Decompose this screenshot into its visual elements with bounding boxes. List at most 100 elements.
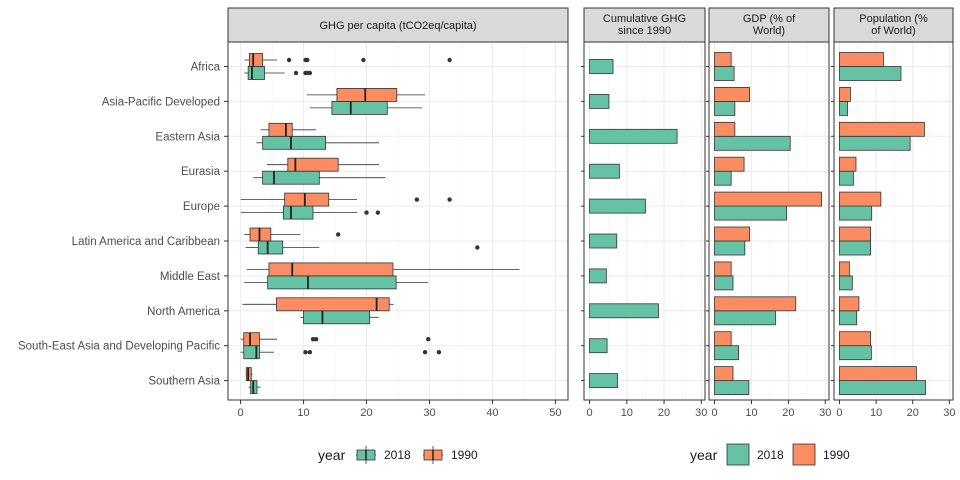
bar-2018 bbox=[589, 338, 608, 354]
bar-1990 bbox=[714, 296, 797, 312]
x-tick-label: 0 bbox=[238, 407, 244, 419]
bar-2018 bbox=[839, 275, 853, 291]
bar-1990 bbox=[839, 296, 860, 312]
box-body bbox=[243, 332, 260, 347]
legend-key bbox=[726, 443, 750, 466]
box-outlier bbox=[361, 57, 366, 63]
panel-border bbox=[833, 41, 954, 401]
x-tick-label: 0 bbox=[587, 407, 593, 419]
box-outlier bbox=[286, 57, 292, 63]
box-1990 bbox=[246, 262, 520, 277]
box-body bbox=[331, 101, 388, 115]
x-tick-label: 40 bbox=[486, 407, 498, 419]
panel-strip bbox=[227, 7, 569, 43]
legend-title: year bbox=[318, 447, 346, 463]
box-outlier bbox=[307, 70, 313, 76]
box-2018 bbox=[240, 205, 381, 220]
bar-1990 bbox=[839, 87, 851, 102]
box-2018 bbox=[248, 380, 261, 395]
bar-2018 bbox=[714, 101, 736, 116]
panel-title: Cumulative GHG bbox=[603, 13, 686, 25]
bar-1990 bbox=[714, 156, 745, 172]
x-tick-label: 10 bbox=[870, 407, 882, 419]
box-1990 bbox=[244, 53, 452, 67]
bar-2018 bbox=[589, 303, 659, 319]
bar-1990 bbox=[839, 121, 925, 137]
bar-1990 bbox=[714, 366, 734, 382]
box-body bbox=[268, 262, 394, 277]
box-2018 bbox=[256, 135, 380, 150]
bar-1990 bbox=[714, 226, 751, 242]
box-outlier bbox=[436, 350, 442, 355]
bar-2018 bbox=[839, 310, 858, 326]
bar-1990 bbox=[714, 87, 751, 102]
bar-2018 bbox=[589, 94, 610, 109]
bar-1990 bbox=[714, 191, 823, 207]
box-outlier bbox=[364, 210, 369, 215]
box-outlier bbox=[313, 337, 319, 342]
bar-1990 bbox=[839, 52, 884, 67]
category-label: Europe bbox=[183, 201, 220, 213]
panel-border bbox=[227, 41, 569, 401]
box-2018 bbox=[300, 310, 380, 325]
box-body bbox=[262, 170, 320, 185]
x-tick-label: 30 bbox=[695, 407, 707, 419]
box-1990 bbox=[240, 192, 452, 207]
bar-1990 bbox=[839, 156, 857, 172]
panel-pop: Population (%of World) 0 10 20 30 bbox=[831, 7, 955, 419]
bar-2018 bbox=[589, 128, 678, 144]
box-1990 bbox=[244, 227, 341, 242]
panel-strip bbox=[583, 7, 706, 43]
box-outlier bbox=[422, 350, 428, 355]
bar-2018 bbox=[714, 345, 739, 361]
category-label: Eurasia bbox=[181, 166, 221, 178]
x-tick-label: 30 bbox=[423, 407, 435, 419]
box-outlier bbox=[335, 232, 341, 237]
x-tick-label: 30 bbox=[819, 407, 831, 419]
bar-2018 bbox=[714, 310, 776, 326]
box-outlier bbox=[305, 57, 310, 63]
x-tick-label: 20 bbox=[658, 407, 670, 419]
box-2018 bbox=[244, 275, 429, 290]
box-body bbox=[257, 240, 284, 255]
legend-boxplot: year 2018 1990 bbox=[318, 446, 478, 464]
box-body bbox=[287, 157, 339, 172]
panel-title: of World) bbox=[871, 25, 915, 37]
box-1990 bbox=[245, 367, 253, 382]
bar-1990 bbox=[714, 121, 736, 137]
x-tick-label: 10 bbox=[621, 407, 633, 419]
category-label: Southern Asia bbox=[148, 376, 220, 388]
box-body bbox=[249, 53, 264, 67]
bar-2018 bbox=[714, 240, 746, 256]
x-tick-label: 0 bbox=[711, 407, 717, 419]
legend-title: year bbox=[690, 447, 718, 463]
box-body bbox=[267, 275, 397, 290]
box-body bbox=[262, 135, 326, 150]
bar-2018 bbox=[589, 373, 618, 389]
box-1990 bbox=[240, 332, 431, 347]
panel-ghg: GHG per capita (tCO2eq/capita) 0 10 20 30 40 5… bbox=[227, 7, 569, 419]
box-body bbox=[268, 122, 293, 137]
box-2018 bbox=[240, 345, 442, 360]
category-label: Africa bbox=[191, 62, 221, 74]
category-label: Eastern Asia bbox=[155, 131, 220, 143]
bar-1990 bbox=[839, 191, 882, 207]
legend-bars: year 2018 1990 bbox=[690, 443, 850, 466]
bar-2018 bbox=[589, 59, 614, 74]
bar-2018 bbox=[714, 135, 791, 151]
x-tick-label: 10 bbox=[745, 407, 757, 419]
bar-2018 bbox=[589, 198, 646, 214]
x-tick-label: 20 bbox=[907, 407, 919, 419]
box-outlier bbox=[414, 197, 420, 202]
box-2018 bbox=[253, 170, 386, 185]
box-body bbox=[284, 192, 330, 207]
box-1990 bbox=[260, 122, 317, 137]
box-outlier bbox=[307, 350, 313, 355]
box-body bbox=[247, 66, 265, 80]
bar-2018 bbox=[714, 66, 735, 81]
bar-2018 bbox=[839, 66, 902, 81]
x-tick-label: 20 bbox=[360, 407, 372, 419]
box-1990 bbox=[242, 297, 394, 312]
